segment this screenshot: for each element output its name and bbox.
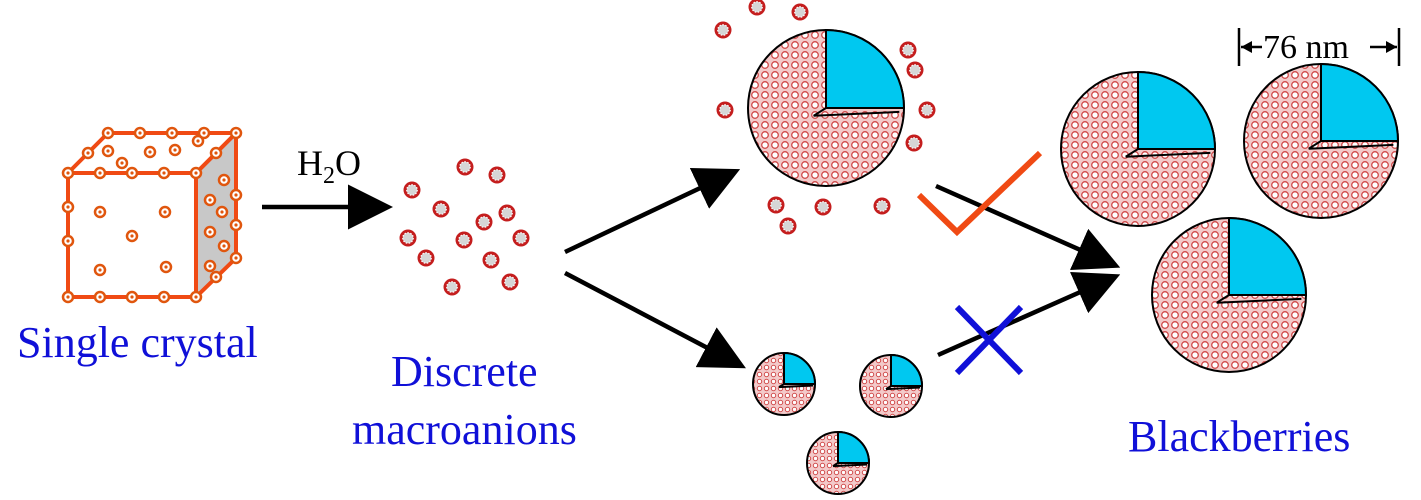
lattice-site: [61, 234, 75, 248]
macroanion-cluster: [475, 213, 493, 231]
lattice-site: [159, 260, 173, 274]
blackberry-sphere: [1151, 216, 1308, 373]
lattice-site: [93, 166, 107, 180]
arrow-to-small-spheres: [563, 271, 746, 369]
macroanion-cluster: [714, 21, 732, 39]
macroanion-cluster: [873, 197, 891, 215]
core-wedge: [825, 28, 906, 109]
blackberry-spheres: [1060, 62, 1400, 373]
growing-sphere-group: [714, 0, 936, 235]
lattice-site: [189, 166, 203, 180]
arrow-to-large-sphere: [564, 168, 741, 255]
lattice-site: [229, 251, 243, 265]
macroanion-cluster: [512, 229, 530, 247]
lattice-site: [203, 193, 217, 207]
lattice-site: [158, 205, 172, 219]
macroanion-cluster: [488, 166, 506, 184]
lattice-site: [125, 229, 139, 243]
lattice-site: [125, 290, 139, 304]
lattice-site: [61, 290, 75, 304]
lattice-site: [101, 144, 115, 158]
macroanion-cluster: [918, 101, 936, 119]
h2o-label: H2O: [297, 143, 361, 189]
core-wedge: [890, 353, 924, 387]
scale-bar: 76 nm: [1237, 28, 1401, 66]
small-spheres-group: [752, 351, 924, 495]
lattice-site: [189, 290, 203, 304]
arrow-lower-to-blackberries: [937, 271, 1121, 358]
lattice-site: [115, 156, 129, 170]
lattice-site: [61, 200, 75, 214]
macroanion-cluster: [767, 196, 785, 214]
lattice-site: [229, 188, 243, 202]
free-macroanion-clusters: [714, 0, 936, 235]
lattice-site: [101, 126, 115, 140]
lattice-site: [81, 146, 95, 160]
lattice-site: [168, 143, 182, 157]
small-sphere: [806, 430, 871, 495]
lattice-site: [157, 290, 171, 304]
blackberry-sphere: [1243, 62, 1400, 219]
macroanion-cluster: [906, 61, 924, 79]
macroanion-cluster: [443, 278, 461, 296]
lattice-site: [229, 218, 243, 232]
macroanion-cluster: [779, 217, 797, 235]
cube-crystal-icon: [61, 126, 243, 304]
lattice-site: [209, 146, 223, 160]
macroanion-cluster: [905, 134, 923, 152]
lattice-site: [209, 270, 223, 284]
lattice-site: [165, 126, 179, 140]
discrete-label-line2: macroanions: [352, 405, 577, 454]
macroanion-cluster: [399, 229, 417, 247]
macroanion-cluster: [748, 0, 766, 16]
core-wedge: [1320, 62, 1400, 142]
lattice-site: [157, 166, 171, 180]
checkmark-icon: [916, 150, 1043, 237]
macroanion-cluster: [455, 231, 473, 249]
small-sphere: [752, 351, 817, 416]
scale-bar-label: 76 nm: [1263, 29, 1349, 66]
lattice-site: [125, 166, 139, 180]
blackberries-label: Blackberries: [1128, 412, 1350, 461]
lattice-site: [93, 263, 107, 277]
lattice-site: [61, 166, 75, 180]
discrete-label-line1: Discrete: [391, 347, 538, 396]
macroanion-cluster: [716, 101, 734, 119]
lattice-site: [197, 126, 211, 140]
single-crystal-label: Single crystal: [17, 318, 258, 367]
core-wedge: [1137, 70, 1217, 150]
macroanion-cluster: [501, 273, 519, 291]
lattice-site: [143, 145, 157, 159]
macroanion-cluster: [403, 181, 421, 199]
lattice-sites: [61, 126, 243, 304]
macroanion-cluster: [417, 249, 435, 267]
lattice-site: [217, 239, 231, 253]
lattice-site: [229, 126, 243, 140]
discrete-macroanions-cluster-group: [399, 158, 530, 296]
macroanion-cluster: [482, 251, 500, 269]
lattice-site: [215, 205, 229, 219]
core-wedge: [837, 430, 871, 464]
lattice-site: [203, 225, 217, 239]
lattice-site: [93, 205, 107, 219]
core-wedge: [1228, 216, 1308, 296]
lattice-site: [203, 259, 217, 273]
macroanion-cluster: [456, 158, 474, 176]
lattice-site: [93, 290, 107, 304]
macroanion-cluster: [432, 200, 450, 218]
blackberry-sphere: [1060, 70, 1217, 227]
lattice-site: [191, 134, 205, 148]
lattice-site: [133, 126, 147, 140]
macroanion-cluster: [498, 204, 516, 222]
large-sphere: [747, 28, 906, 187]
lattice-site: [217, 173, 231, 187]
macroanion-cluster: [814, 198, 832, 216]
small-sphere: [859, 353, 924, 418]
core-wedge: [783, 351, 817, 385]
macroanion-cluster: [791, 3, 809, 21]
arrow-upper-to-blackberries: [935, 183, 1121, 270]
cross-icon: [954, 304, 1024, 376]
macroanion-cluster: [899, 41, 917, 59]
